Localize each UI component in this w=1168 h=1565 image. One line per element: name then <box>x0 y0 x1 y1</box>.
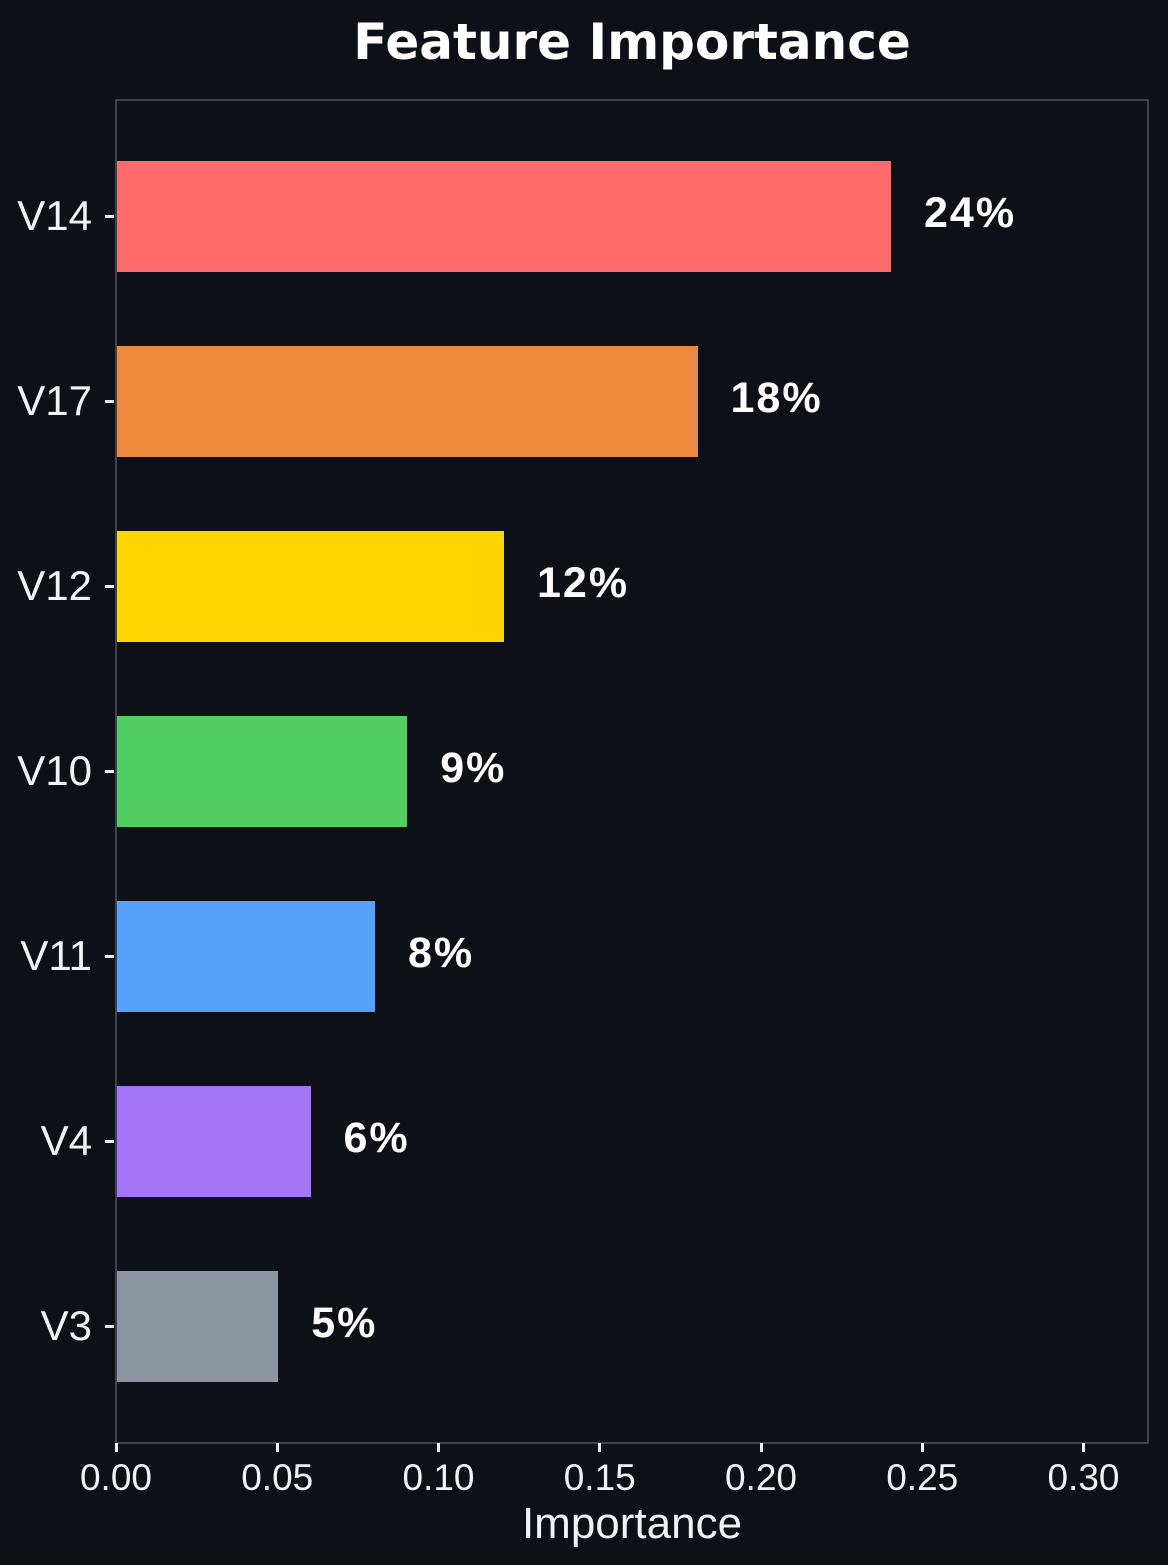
bar-value-label-V3: 5% <box>311 1298 378 1347</box>
y-tick-label-V3: V3 <box>40 1301 92 1349</box>
chart-title: Feature Importance <box>353 13 911 71</box>
x-tick-mark-0.30 <box>1082 1443 1085 1452</box>
x-tick-mark-0.25 <box>920 1443 924 1452</box>
bar-V4 <box>117 1085 311 1197</box>
y-tick-mark-V12 <box>105 585 114 588</box>
bar-V3 <box>117 1270 279 1382</box>
bar-value-label-V11: 8% <box>408 928 475 977</box>
x-tick-mark-0.10 <box>437 1443 440 1452</box>
y-tick-mark-V14 <box>105 215 114 219</box>
bar-value-label-V4: 6% <box>343 1113 410 1162</box>
x-tick-label-0.00: 0.00 <box>79 1457 152 1498</box>
y-tick-label-V4: V4 <box>40 1116 92 1164</box>
x-tick-mark-0.05 <box>275 1443 279 1452</box>
bar-V12 <box>117 531 504 642</box>
x-tick-label-0.05: 0.05 <box>241 1457 314 1498</box>
y-tick-label-V17: V17 <box>17 377 92 425</box>
bar-value-label-V12: 12% <box>537 559 630 607</box>
y-tick-mark-V11 <box>105 954 114 958</box>
y-tick-label-V12: V12 <box>17 562 92 609</box>
y-tick-label-V10: V10 <box>17 747 92 794</box>
y-tick-mark-V3 <box>105 1324 114 1328</box>
x-tick-mark-0.20 <box>759 1443 763 1452</box>
x-tick-label-0.15: 0.15 <box>563 1457 636 1498</box>
bar-value-label-V14: 24% <box>924 189 1017 238</box>
bar-V11 <box>117 900 375 1012</box>
y-tick-mark-V17 <box>105 400 114 404</box>
x-tick-label-0.25: 0.25 <box>886 1457 959 1498</box>
bar-V17 <box>117 346 698 458</box>
bar-value-label-V10: 9% <box>440 744 507 792</box>
bar-V10 <box>117 716 408 827</box>
bar-V14 <box>117 161 891 273</box>
x-tick-label-0.30: 0.30 <box>1047 1457 1120 1498</box>
plot-area <box>115 99 1149 1444</box>
y-tick-mark-V4 <box>105 1139 114 1143</box>
y-tick-mark-V10 <box>105 770 114 773</box>
x-tick-label-0.20: 0.20 <box>724 1457 797 1498</box>
bar-value-label-V17: 18% <box>730 374 823 423</box>
x-tick-mark-0.00 <box>114 1443 118 1452</box>
y-tick-label-V14: V14 <box>17 192 92 240</box>
x-tick-mark-0.15 <box>598 1443 602 1452</box>
y-tick-label-V11: V11 <box>20 931 92 979</box>
x-tick-label-0.10: 0.10 <box>402 1457 475 1498</box>
x-axis-title: Importance <box>521 1499 743 1548</box>
